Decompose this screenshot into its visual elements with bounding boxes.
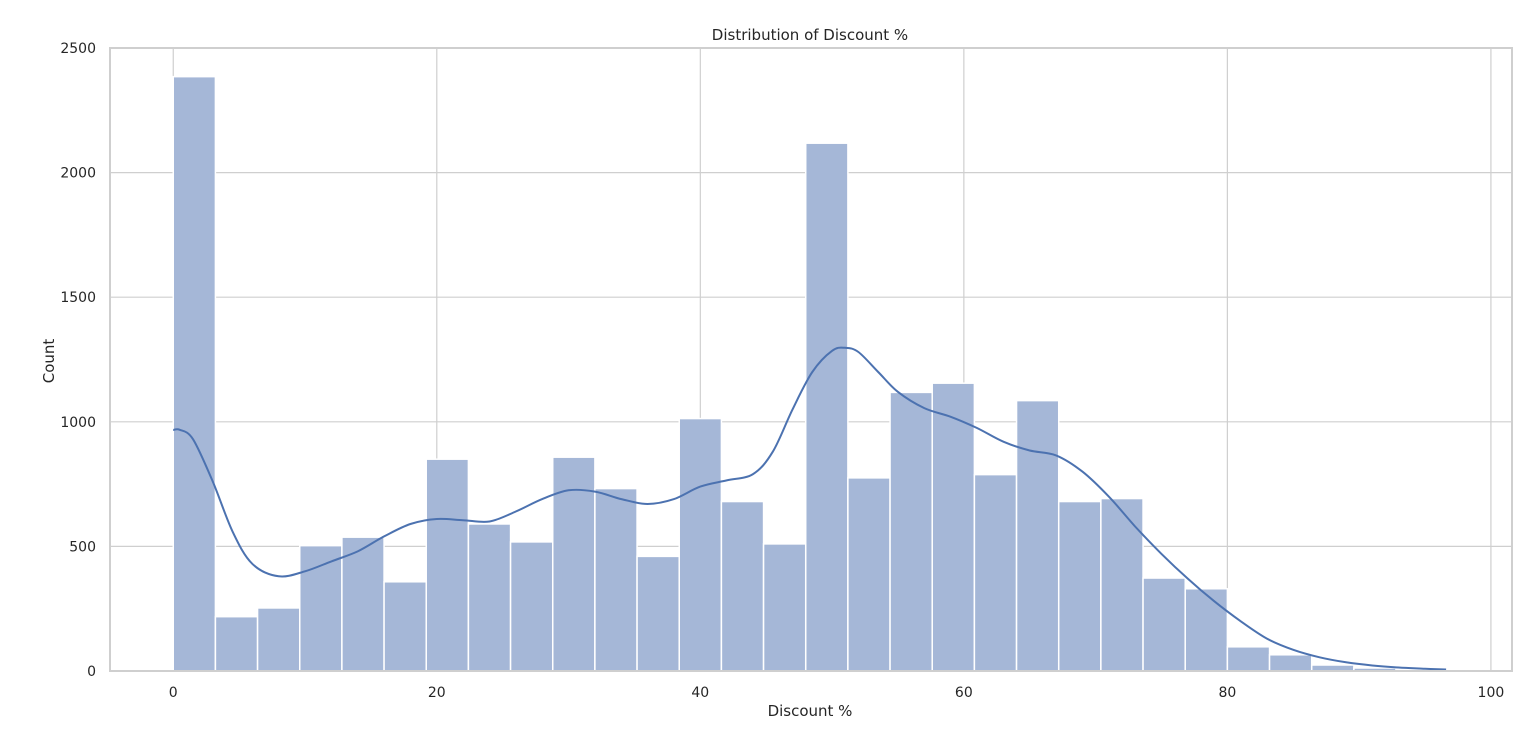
histogram-bar [1057, 500, 1102, 672]
y-tick-label: 2500 [60, 41, 96, 57]
histogram-bar [594, 487, 638, 672]
histogram-bar [636, 555, 680, 672]
histogram-bar [931, 382, 976, 672]
y-tick-label: 0 [87, 664, 96, 680]
histogram-bar [762, 543, 807, 672]
histogram-bar [1142, 577, 1186, 672]
x-axis-label: Discount % [768, 702, 853, 720]
x-tick-label: 60 [955, 685, 973, 701]
x-tick-label: 100 [1478, 685, 1505, 701]
histogram-bar [467, 523, 512, 672]
x-tick-label: 0 [169, 685, 178, 701]
histogram-bar [214, 615, 259, 672]
chart-title: Distribution of Discount % [712, 26, 908, 44]
histogram-bar [973, 473, 1018, 672]
x-tick-label: 40 [691, 685, 709, 701]
histogram-bar [1184, 588, 1229, 672]
histogram-bar [1268, 654, 1313, 672]
histogram-bar [298, 544, 343, 672]
histogram-bar [1015, 399, 1060, 672]
y-tick-label: 500 [69, 539, 96, 555]
kde-layer [173, 346, 1447, 671]
kde-line [173, 346, 1447, 671]
histogram-bar [341, 536, 385, 672]
y-axis-label: Count [40, 339, 58, 384]
bars-layer [172, 75, 1439, 672]
histogram-bar [1226, 646, 1271, 672]
plot-frame [109, 47, 1513, 672]
frame-layer [109, 47, 1513, 672]
x-tick-label: 20 [428, 685, 446, 701]
histogram-bar [256, 607, 301, 672]
y-tick-label: 1000 [60, 415, 96, 431]
histogram-bar [678, 417, 723, 672]
histogram-bar [425, 458, 470, 672]
y-tick-label: 1500 [60, 290, 96, 306]
histogram-bar [720, 500, 765, 672]
histogram-bar [509, 541, 554, 672]
histogram-bar [847, 477, 891, 672]
x-tick-label: 80 [1218, 685, 1236, 701]
y-tick-label: 2000 [60, 166, 96, 182]
histogram-bar [383, 581, 427, 672]
histogram-bar [172, 75, 217, 672]
histogram-bar [804, 142, 849, 672]
histogram-bar [889, 391, 933, 672]
histogram-bar [1100, 497, 1144, 672]
